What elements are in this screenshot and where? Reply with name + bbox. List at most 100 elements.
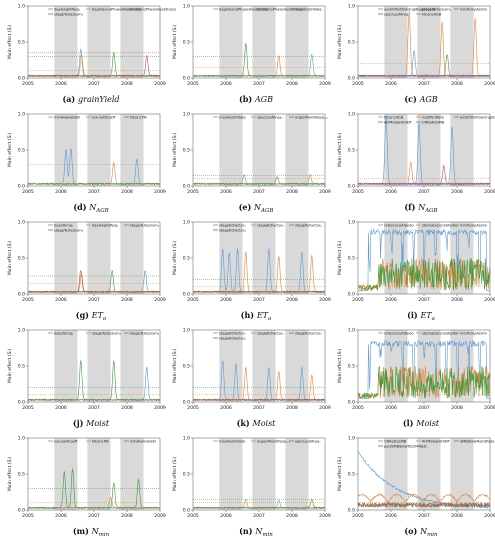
x-tick-label: 2005	[352, 189, 364, 195]
legend-entry: stageKcFactor₂	[257, 331, 284, 335]
x-tick-label: 2007	[253, 81, 265, 87]
y-axis-label: Main effect (Sᵢ)	[7, 457, 13, 492]
y-axis-label: Main effect (Sᵢ)	[172, 349, 178, 384]
legend-entry: endSenoPhaseHeatStress	[257, 7, 303, 11]
x-tick-label: 2005	[352, 81, 364, 87]
shaded-period	[450, 114, 474, 186]
y-tick-label: 1.0	[348, 328, 355, 334]
panel-5: 2005 2006 2007 2008 2009 0.0 0.5 1.0 Main effect…	[172, 112, 331, 214]
panel-14: 2005 2006 2007 2008 2009 0.0 0.5 1.0 Main effect…	[172, 436, 331, 538]
caption-variable: ET	[256, 311, 269, 320]
x-tick-label: 2007	[88, 297, 100, 303]
panel-6: 2005 2006 2007 2008 2009 0.0 0.5 1.0 Main effect…	[337, 112, 495, 214]
y-tick-label: 1.0	[183, 328, 190, 334]
x-tick-label: 2008	[286, 513, 298, 519]
y-tick-label: 0.0	[348, 292, 355, 298]
legend-entry: AOMSlowUtilEff	[422, 439, 450, 443]
y-axis-label: Main effect (Sᵢ)	[337, 241, 343, 276]
caption-variable: N	[417, 203, 426, 212]
legend-entry: specLeafArea	[384, 12, 408, 16]
x-tick-label: 2009	[319, 297, 331, 303]
x-tick-label: 2009	[319, 81, 331, 87]
x-tick-label: 2009	[484, 81, 495, 87]
y-tick-label: 0.0	[18, 508, 25, 514]
shaded-period	[252, 6, 276, 78]
x-tick-label: 2009	[319, 513, 331, 519]
y-axis-label: Main effect (Sᵢ)	[172, 241, 178, 276]
x-tick-label: 2005	[22, 81, 34, 87]
x-tick-label: 2009	[484, 513, 495, 519]
caption-variable: ET	[419, 311, 432, 320]
panel-9: 2005 2006 2007 2008 2009 0.0 0.5 1.0 Main effect…	[337, 220, 495, 322]
caption-letter: (c)	[404, 94, 419, 104]
x-tick-label: 2008	[121, 189, 133, 195]
legend-entry: referenceAlbedo	[384, 331, 414, 335]
x-tick-label: 2007	[418, 297, 430, 303]
legend-entry: NConcAGB	[422, 12, 442, 16]
caption-subscript: AGB	[260, 208, 273, 214]
x-tick-label: 2008	[121, 81, 133, 87]
y-tick-label: 0.5	[348, 40, 355, 46]
legend-entry: stageKcFactor₄	[219, 228, 246, 232]
shaded-period	[417, 6, 441, 78]
caption-letter: (h)	[241, 310, 257, 320]
panel-caption: (d) NAGB	[73, 202, 108, 214]
panel-1: 2005 2006 2007 2008 2009 0.0 0.5 1.0 Main effect…	[7, 4, 176, 104]
x-tick-label: 2009	[154, 189, 166, 195]
legend-entry: maxAssimRate	[295, 7, 323, 11]
caption-subscript: a	[268, 316, 271, 322]
shaded-period	[87, 114, 111, 186]
shaded-period	[120, 6, 144, 78]
caption-variable: N	[253, 203, 262, 212]
x-tick-label: 2006	[55, 81, 67, 87]
legend-entry: endSenoPhaseHeatStress	[130, 7, 176, 11]
y-tick-label: 0.0	[18, 184, 25, 190]
caption-subscript: min	[427, 532, 438, 538]
panel-12: 2005 2006 2007 2008 2009 0.0 0.5 1.0 Main effect…	[337, 328, 495, 428]
x-tick-label: 2009	[154, 513, 166, 519]
panel-caption: (f) NAGB	[404, 202, 437, 214]
shaded-period	[87, 330, 111, 402]
series-line	[357, 492, 491, 503]
caption-variable: grainYield	[78, 95, 120, 104]
caption-letter: (m)	[73, 526, 92, 536]
legend-entry: minTempAssim	[460, 7, 488, 11]
legend-entry: SMBSlowMaintRate	[460, 439, 495, 443]
legend-entry: stageTempSum₁	[92, 331, 122, 335]
x-tick-label: 2008	[121, 405, 133, 411]
y-tick-label: 0.0	[18, 292, 25, 298]
series-line	[357, 366, 491, 400]
caption-variable: Moist	[415, 419, 440, 428]
x-tick-label: 2008	[451, 405, 463, 411]
y-tick-label: 1.0	[18, 112, 25, 118]
x-tick-label: 2007	[88, 405, 100, 411]
legend-entry: NConcPN	[130, 115, 147, 119]
caption-subscript: a	[103, 316, 106, 322]
caption-letter: (f)	[404, 202, 418, 212]
x-tick-label: 2007	[418, 189, 430, 195]
caption-letter: (n)	[239, 526, 255, 536]
panel-15: 2005 2006 2007 2008 2009 0.0 0.5 1.0 Main effect…	[337, 436, 495, 538]
series-line	[357, 451, 491, 510]
legend-entry: stageKcFactor₁	[219, 223, 246, 227]
panel-caption: (m) Nmin	[73, 526, 110, 538]
shaded-period	[252, 438, 276, 510]
x-tick-label: 2007	[253, 405, 265, 411]
series-line	[27, 468, 161, 510]
y-tick-label: 0.5	[348, 256, 355, 262]
panel-4: 2005 2006 2007 2008 2009 0.0 0.5 1.0 Main effect…	[7, 112, 166, 214]
panel-3: 2005 2006 2007 2008 2009 0.0 0.5 1.0 Main effect…	[337, 4, 495, 104]
shaded-period	[87, 438, 111, 510]
shaded-period	[384, 6, 408, 78]
panel-caption: (e) NAGB	[239, 202, 274, 214]
panel-caption: (o) Nmin	[404, 526, 438, 538]
legend-entry: daylengthReq₁	[92, 223, 119, 227]
caption-letter: (o)	[404, 526, 420, 536]
y-axis-label: Main effect (Sᵢ)	[172, 457, 178, 492]
y-tick-label: 1.0	[183, 436, 190, 442]
y-tick-label: 1.0	[18, 328, 25, 334]
caption-variable: ET	[91, 311, 104, 320]
y-tick-label: 0.0	[18, 76, 25, 82]
caption-letter: (d)	[73, 202, 89, 212]
x-tick-label: 2008	[286, 297, 298, 303]
